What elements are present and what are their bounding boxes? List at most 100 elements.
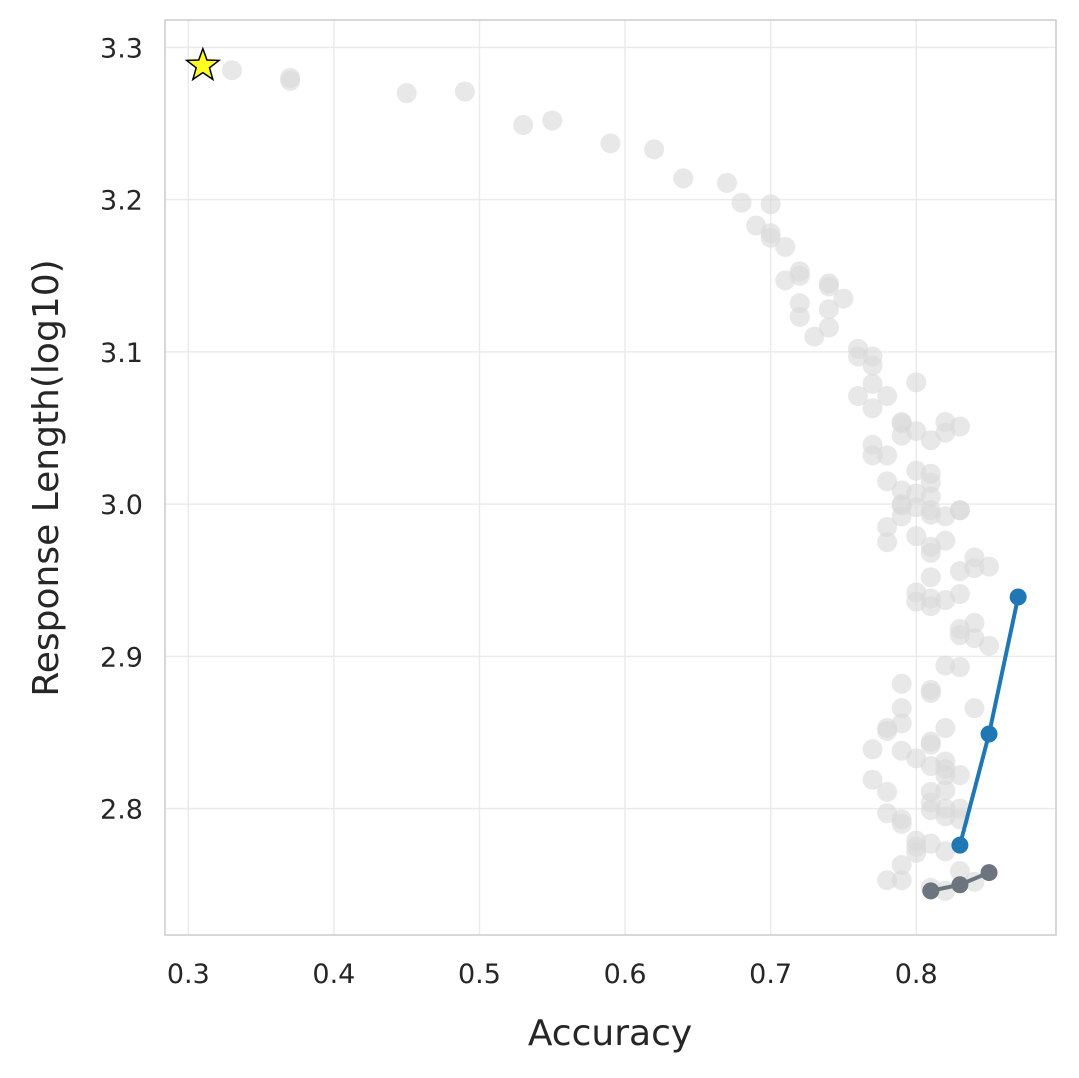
x-tick-label: 0.7: [749, 959, 792, 990]
background-point: [221, 60, 242, 81]
background-point: [935, 530, 956, 551]
background-point: [979, 556, 1000, 577]
y-tick-label: 3.3: [100, 33, 143, 64]
background-point: [644, 139, 665, 160]
background-point: [804, 326, 825, 347]
series-point: [980, 864, 998, 882]
background-point: [964, 698, 985, 719]
background-point: [891, 673, 912, 694]
background-point: [949, 657, 970, 678]
background-point: [877, 516, 898, 537]
background-point: [877, 386, 898, 407]
background-point: [906, 842, 927, 863]
background-point: [920, 682, 941, 703]
background-point: [877, 781, 898, 802]
background-point: [920, 734, 941, 755]
background-point: [964, 612, 985, 633]
x-tick-label: 0.5: [458, 959, 501, 990]
background-point: [862, 739, 883, 760]
series-lines: [922, 588, 1027, 900]
background-point: [818, 276, 839, 297]
background-point: [862, 355, 883, 376]
background-point: [862, 373, 883, 394]
background-point: [935, 841, 956, 862]
background-point: [935, 780, 956, 801]
background-point: [789, 265, 810, 286]
series-point: [922, 882, 940, 900]
background-point: [906, 526, 927, 547]
background-point: [396, 83, 417, 104]
background-point: [877, 870, 898, 891]
background-point: [920, 567, 941, 588]
y-tick-label: 3.1: [100, 338, 143, 369]
background-point: [877, 532, 898, 553]
y-tick-label: 2.8: [100, 795, 143, 826]
plot-background: [165, 20, 1056, 935]
background-point: [760, 227, 781, 248]
background-point: [818, 317, 839, 338]
background-points: [221, 60, 1000, 901]
background-point: [906, 421, 927, 442]
background-point: [760, 194, 781, 215]
background-point: [964, 558, 985, 579]
y-axis-ticks: 2.8 2.9 3.0 3.1 3.2 3.3: [100, 33, 143, 825]
background-point: [877, 471, 898, 492]
background-point: [848, 386, 868, 407]
y-tick-label: 3.2: [100, 186, 143, 217]
grid: [165, 20, 1056, 935]
background-point: [920, 486, 941, 507]
background-point: [716, 172, 737, 193]
x-axis-ticks: 0.3 0.4 0.5 0.6 0.7 0.8: [167, 959, 938, 990]
background-point: [673, 168, 694, 189]
x-tick-label: 0.8: [895, 959, 938, 990]
background-point: [862, 398, 883, 419]
star-point: [184, 46, 222, 82]
star-marker: [184, 46, 222, 82]
x-tick-label: 0.4: [312, 959, 355, 990]
y-tick-label: 3.0: [100, 490, 143, 521]
background-point: [891, 870, 912, 891]
background-point: [891, 813, 912, 834]
plot-frame: [164, 19, 1057, 936]
background-point: [877, 717, 898, 738]
background-point: [949, 765, 970, 786]
background-point: [979, 635, 1000, 656]
background-point: [280, 70, 301, 91]
background-point: [949, 583, 970, 604]
series-point: [951, 836, 969, 854]
x-axis-label: Accuracy: [528, 1013, 692, 1054]
background-point: [935, 765, 956, 786]
background-point: [906, 372, 927, 393]
y-tick-label: 2.9: [100, 642, 143, 673]
series-point: [980, 725, 998, 743]
background-point: [891, 698, 912, 719]
background-point: [513, 115, 534, 136]
background-point: [949, 500, 970, 521]
background-point: [877, 445, 898, 466]
background-point: [949, 416, 970, 437]
background-point: [920, 542, 941, 563]
background-point: [775, 236, 796, 257]
background-point: [833, 288, 854, 309]
series-point: [951, 876, 969, 894]
background-point: [935, 655, 956, 676]
background-point: [935, 717, 956, 738]
background-point: [789, 306, 810, 327]
background-point: [920, 504, 941, 525]
background-point: [862, 445, 883, 466]
y-axis-label: Response Length(log10): [26, 259, 67, 696]
x-tick-label: 0.3: [167, 959, 210, 990]
background-point: [542, 110, 563, 131]
background-point: [920, 472, 941, 493]
background-point: [600, 133, 621, 154]
background-point: [848, 346, 868, 367]
background-point: [731, 192, 752, 213]
background-point: [454, 81, 475, 102]
series-point: [1009, 588, 1027, 606]
background-point: [891, 854, 912, 875]
x-tick-label: 0.6: [604, 959, 647, 990]
background-point: [949, 861, 970, 882]
background-point: [818, 299, 839, 320]
background-point: [789, 293, 810, 314]
